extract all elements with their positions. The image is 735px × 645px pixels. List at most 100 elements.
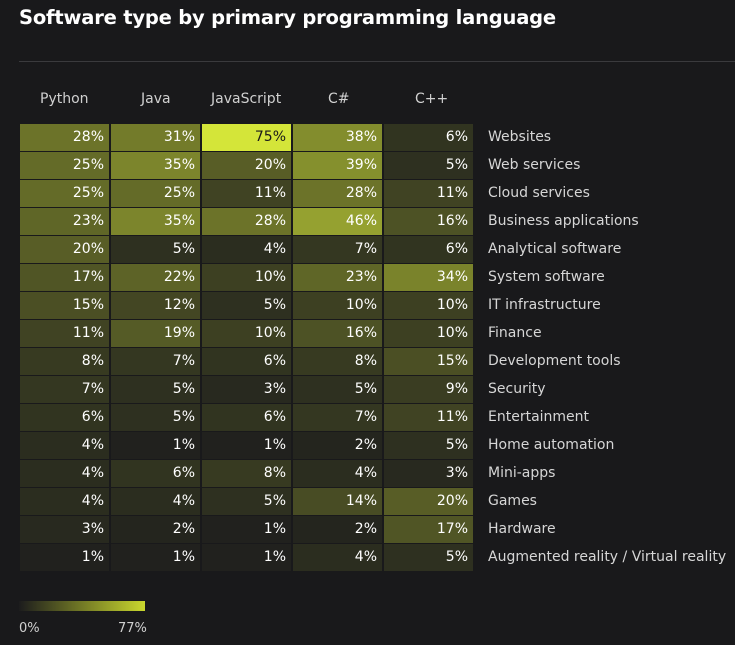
row-label: Home automation bbox=[488, 437, 615, 453]
column-header-csharp: C# bbox=[328, 91, 350, 107]
row-label: Analytical software bbox=[488, 241, 622, 257]
heatmap-cell: 3% bbox=[384, 460, 473, 487]
heatmap-cell: 25% bbox=[20, 152, 109, 179]
heatmap-cell: 11% bbox=[202, 180, 291, 207]
row-label: Security bbox=[488, 381, 546, 397]
heatmap-cell: 75% bbox=[202, 124, 291, 151]
row-label: IT infrastructure bbox=[488, 297, 601, 313]
heatmap-cell: 11% bbox=[20, 320, 109, 347]
heatmap-cell: 23% bbox=[20, 208, 109, 235]
heatmap-cell: 1% bbox=[111, 544, 200, 571]
row-label: Augmented reality / Virtual reality bbox=[488, 549, 727, 565]
row-label: Games bbox=[488, 493, 537, 509]
heatmap-cell: 23% bbox=[293, 264, 382, 291]
heatmap-cell: 10% bbox=[384, 320, 473, 347]
heatmap-cell: 8% bbox=[20, 348, 109, 375]
heatmap-cell: 6% bbox=[384, 236, 473, 263]
row-label: Web services bbox=[488, 157, 581, 173]
heatmap-cell: 20% bbox=[20, 236, 109, 263]
heatmap-cell: 1% bbox=[202, 516, 291, 543]
heatmap-cell: 1% bbox=[202, 544, 291, 571]
heatmap-cell: 1% bbox=[202, 432, 291, 459]
heatmap-cell: 16% bbox=[384, 208, 473, 235]
heatmap-cell: 10% bbox=[202, 320, 291, 347]
legend-min-label: 0% bbox=[19, 621, 40, 636]
heatmap-cell: 28% bbox=[202, 208, 291, 235]
heatmap-cell: 5% bbox=[384, 432, 473, 459]
row-label: Mini-apps bbox=[488, 465, 556, 481]
heatmap-cell: 28% bbox=[20, 124, 109, 151]
column-header-cpp: C++ bbox=[415, 91, 449, 107]
heatmap-cell: 6% bbox=[111, 460, 200, 487]
heatmap-cell: 35% bbox=[111, 208, 200, 235]
heatmap-cell: 6% bbox=[202, 404, 291, 431]
heatmap-cell: 7% bbox=[293, 404, 382, 431]
heatmap-cell: 39% bbox=[293, 152, 382, 179]
heatmap-cell: 25% bbox=[111, 180, 200, 207]
heatmap-cell: 4% bbox=[293, 544, 382, 571]
heatmap-cell: 1% bbox=[111, 432, 200, 459]
heatmap-cell: 25% bbox=[20, 180, 109, 207]
heatmap-cell: 7% bbox=[293, 236, 382, 263]
heatmap-cell: 6% bbox=[202, 348, 291, 375]
legend-max-label: 77% bbox=[118, 621, 147, 636]
heatmap-cell: 2% bbox=[293, 432, 382, 459]
column-header-javascript: JavaScript bbox=[211, 91, 282, 107]
column-header-python: Python bbox=[40, 91, 89, 107]
heatmap-cell: 4% bbox=[20, 432, 109, 459]
heatmap-cell: 4% bbox=[202, 236, 291, 263]
heatmap-cell: 5% bbox=[384, 544, 473, 571]
heatmap-cell: 3% bbox=[202, 376, 291, 403]
heatmap-cell: 10% bbox=[384, 292, 473, 319]
row-label: Hardware bbox=[488, 521, 556, 537]
heatmap-cell: 4% bbox=[20, 460, 109, 487]
title-divider bbox=[19, 61, 735, 62]
heatmap-cell: 6% bbox=[384, 124, 473, 151]
heatmap-cell: 14% bbox=[293, 488, 382, 515]
heatmap-cell: 5% bbox=[111, 236, 200, 263]
heatmap-cell: 15% bbox=[384, 348, 473, 375]
heatmap-cell: 2% bbox=[111, 516, 200, 543]
heatmap-cell: 35% bbox=[111, 152, 200, 179]
heatmap-cell: 5% bbox=[384, 152, 473, 179]
row-label: Cloud services bbox=[488, 185, 590, 201]
heatmap-cell: 17% bbox=[20, 264, 109, 291]
heatmap-cell: 11% bbox=[384, 404, 473, 431]
row-label: Development tools bbox=[488, 353, 621, 369]
row-label: Business applications bbox=[488, 213, 639, 229]
heatmap-cell: 7% bbox=[111, 348, 200, 375]
heatmap-cell: 46% bbox=[293, 208, 382, 235]
heatmap-cell: 38% bbox=[293, 124, 382, 151]
heatmap-cell: 19% bbox=[111, 320, 200, 347]
heatmap-cell: 5% bbox=[111, 404, 200, 431]
heatmap-cell: 20% bbox=[202, 152, 291, 179]
heatmap-cell: 5% bbox=[293, 376, 382, 403]
heatmap-cell: 9% bbox=[384, 376, 473, 403]
heatmap-cell: 16% bbox=[293, 320, 382, 347]
legend-color-scale bbox=[19, 601, 145, 611]
heatmap-cell: 2% bbox=[293, 516, 382, 543]
heatmap-cell: 15% bbox=[20, 292, 109, 319]
heatmap-cell: 8% bbox=[202, 460, 291, 487]
heatmap-cell: 5% bbox=[111, 376, 200, 403]
heatmap-cell: 4% bbox=[20, 488, 109, 515]
row-label: Websites bbox=[488, 129, 552, 145]
heatmap-cell: 5% bbox=[202, 488, 291, 515]
row-label: Finance bbox=[488, 325, 542, 341]
heatmap-cell: 6% bbox=[20, 404, 109, 431]
heatmap-cell: 7% bbox=[20, 376, 109, 403]
heatmap-cell: 5% bbox=[202, 292, 291, 319]
heatmap-cell: 22% bbox=[111, 264, 200, 291]
column-header-java: Java bbox=[141, 91, 171, 107]
heatmap-cell: 34% bbox=[384, 264, 473, 291]
heatmap-cell: 12% bbox=[111, 292, 200, 319]
heatmap-cell: 8% bbox=[293, 348, 382, 375]
heatmap-cell: 20% bbox=[384, 488, 473, 515]
heatmap-cell: 3% bbox=[20, 516, 109, 543]
chart-title: Software type by primary programming lan… bbox=[19, 6, 556, 29]
heatmap-cell: 31% bbox=[111, 124, 200, 151]
heatmap-cell: 28% bbox=[293, 180, 382, 207]
heatmap-cell: 1% bbox=[20, 544, 109, 571]
row-label: Entertainment bbox=[488, 409, 590, 425]
heatmap-cell: 4% bbox=[293, 460, 382, 487]
